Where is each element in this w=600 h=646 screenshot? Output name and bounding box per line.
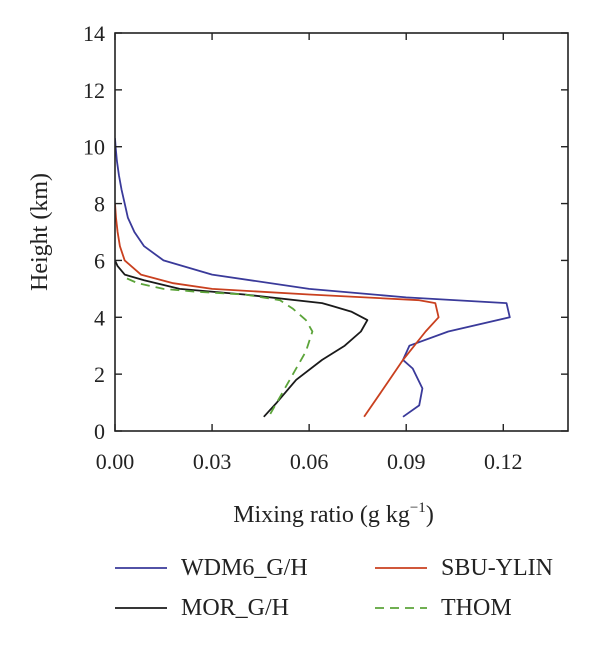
x-tick-label: 0.09 [387,449,426,474]
y-tick-label: 12 [83,78,105,103]
series-line-thom [124,276,314,415]
legend-label: MOR_G/H [181,595,289,621]
x-tick-label: 0.03 [193,449,232,474]
y-tick-label: 6 [94,248,105,273]
legend: WDM6_G/H SBU-YLIN MOR_G/H THOM [115,555,553,621]
legend-label: THOM [441,595,512,621]
y-tick-label: 2 [94,362,105,387]
legend-label: SBU-YLIN [441,555,553,581]
y-tick-label: 4 [94,305,105,330]
legend-label: WDM6_G/H [181,555,308,581]
series-layer [115,138,511,418]
plot-frame [114,32,569,432]
y-tick-label: 14 [83,21,105,46]
x-axis-label-superscript: −1 [410,500,426,516]
series-line-wdm6-g-h [115,138,511,418]
ticks-layer: 0.00 0.03 0.06 0.09 0.12 0 2 4 6 8 10 12 14 [83,21,568,474]
y-tick-label: 10 [83,135,105,160]
x-tick-label: 0.12 [484,449,523,474]
x-axis-label-close: ) [426,502,434,528]
x-tick-label: 0.06 [290,449,329,474]
y-tick-label: 0 [94,419,105,444]
series-line-mor-g-h [115,260,369,418]
x-axis-label: Mixing ratio (g kg−1) [233,500,434,528]
x-axis-label-main: Mixing ratio (g kg [233,502,410,528]
x-tick-label: 0.00 [96,449,135,474]
series-line-sbu-ylin [115,203,440,418]
y-axis-label: Height (km) [27,173,53,291]
y-tick-label: 8 [94,192,105,217]
